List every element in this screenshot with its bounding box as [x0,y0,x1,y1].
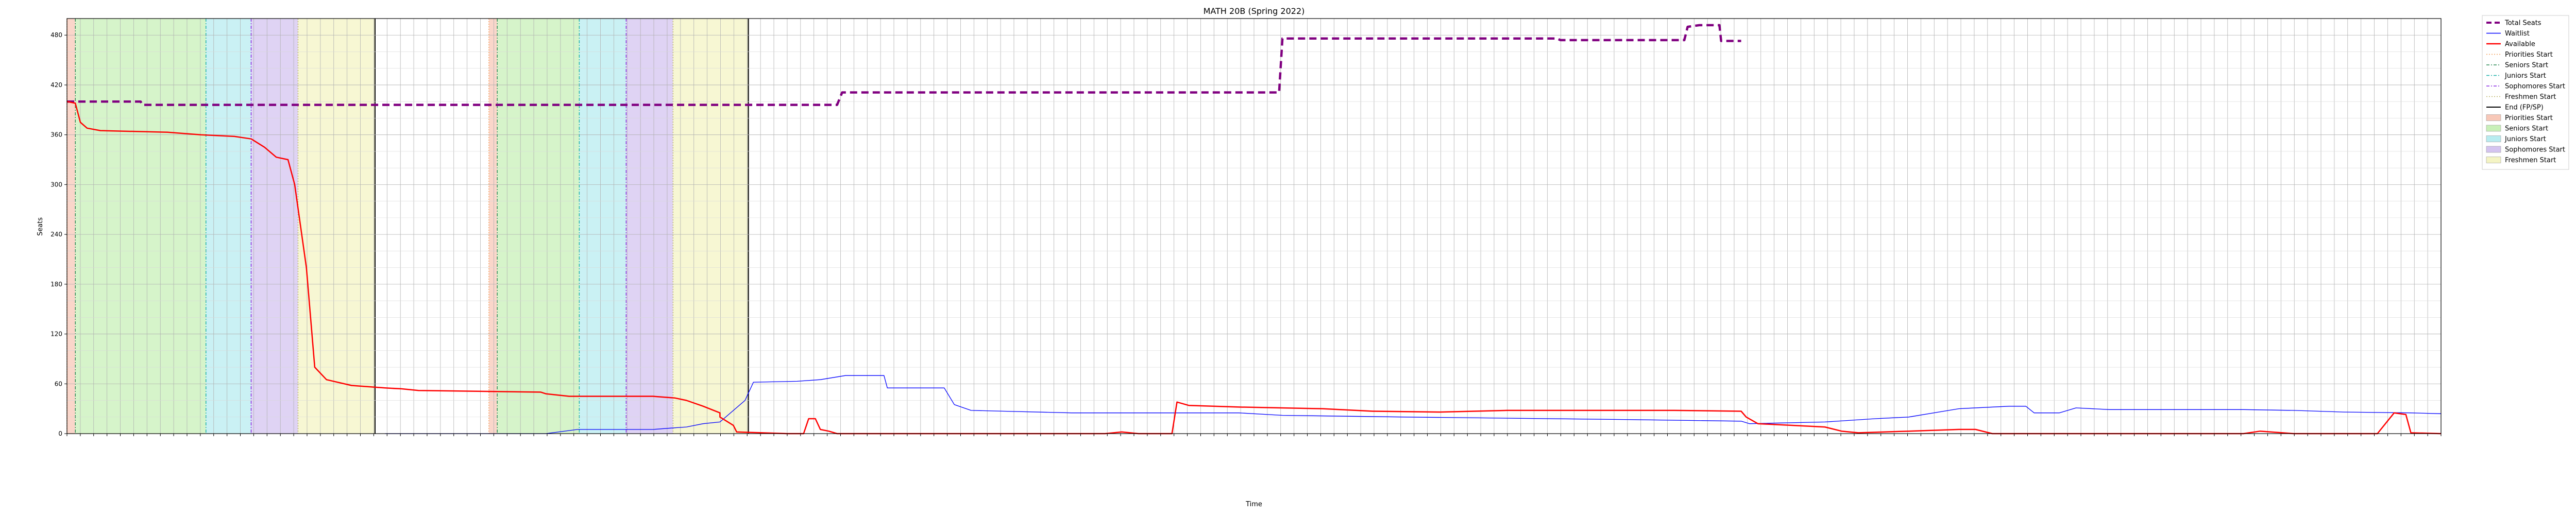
legend-swatch-patch [2486,135,2501,142]
y-tick-label: 480 [50,31,62,39]
legend: Total Seats Waitlist Available Priorities S… [2482,15,2569,170]
legend-label: Total Seats [2504,20,2541,27]
legend-swatch-patch [2486,157,2501,163]
chart-title: MATH 20B (Spring 2022) [1204,6,1305,16]
series [66,24,2442,435]
grid [66,19,2442,434]
phase-band [298,19,375,434]
x-axis-label: Time [1245,501,1262,508]
legend-label: End (FP/SP) [2505,104,2544,112]
phase-band [67,19,76,434]
legend-label: Priorities Start [2505,51,2553,59]
legend-label: Waitlist [2505,30,2530,38]
legend-label: Priorities Start [2505,114,2553,122]
legend-swatch-patch [2486,146,2501,153]
legend-box [2482,15,2569,170]
y-axis-label: Seats [37,217,44,236]
plot-frame [66,18,2442,434]
y-tick-label: 60 [55,380,62,387]
series-line-total-seats [67,24,1741,106]
legend-label: Seniors Start [2505,125,2548,133]
legend-swatch-patch [2486,125,2501,132]
phase-band [75,19,206,434]
phase-band [579,19,626,434]
phase-bands [66,19,749,434]
axes: 0 60 120 180 240 300 360 420 480 [50,18,2442,437]
legend-label: Available [2505,41,2535,48]
phase-band [488,19,498,434]
y-tick-label: 420 [50,81,62,89]
series-line-waitlist [385,375,2442,434]
y-tick-label: 300 [50,181,62,188]
phase-band [626,19,673,434]
y-tick-label: 180 [50,281,62,288]
y-tick-label: 360 [50,131,62,139]
y-tick-label: 0 [58,430,62,437]
y-tick-label: 120 [50,331,62,338]
legend-label: Juniors Start [2504,72,2546,80]
legend-swatch-patch [2486,114,2501,121]
legend-label: Juniors Start [2504,135,2546,143]
legend-label: Freshmen Start [2505,93,2556,101]
legend-label: Sophomores Start [2505,146,2565,154]
series-line-available [66,100,2442,435]
phase-band [206,19,251,434]
legend-label: Sophomores Start [2505,83,2565,91]
phase-band [673,19,749,434]
legend-label: Freshmen Start [2505,157,2556,164]
y-tick-label: 240 [50,231,62,238]
phase-band [497,19,580,434]
legend-label: Seniors Start [2505,62,2548,70]
phase-band [251,19,298,434]
